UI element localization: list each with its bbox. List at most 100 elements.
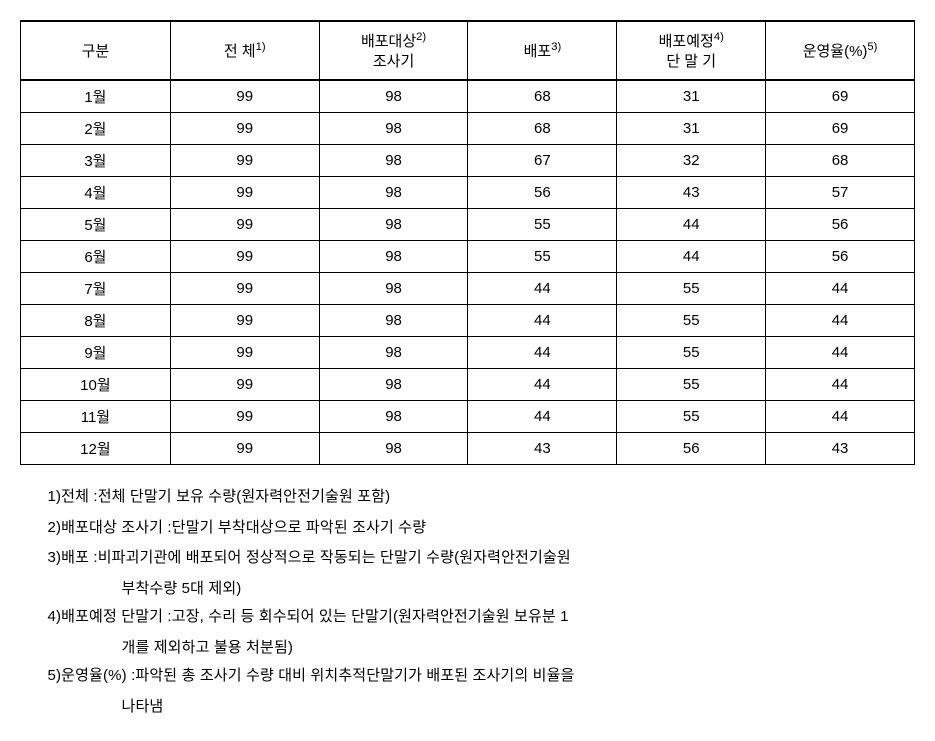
table-cell: 12월 xyxy=(21,433,171,465)
table-row: 4월9998564357 xyxy=(21,177,915,209)
table-cell: 31 xyxy=(617,113,766,145)
footnote-5-cont: 나타냄 xyxy=(122,693,888,722)
table-cell: 6월 xyxy=(21,241,171,273)
table-cell: 99 xyxy=(170,369,319,401)
table-cell: 99 xyxy=(170,401,319,433)
table-cell: 44 xyxy=(766,305,915,337)
table-row: 5월9998554456 xyxy=(21,209,915,241)
table-cell: 99 xyxy=(170,273,319,305)
table-row: 3월9998673268 xyxy=(21,145,915,177)
table-cell: 56 xyxy=(617,433,766,465)
table-cell: 98 xyxy=(319,177,468,209)
footnote-4: 4)배포예정 단말기 : 고장, 수리 등 회수되어 있는 단말기(원자력안전기… xyxy=(48,603,888,632)
footnote-label: 5)운영율(%) : xyxy=(48,662,136,691)
table-cell: 99 xyxy=(170,145,319,177)
table-row: 6월9998554456 xyxy=(21,241,915,273)
table-cell: 44 xyxy=(468,369,617,401)
table-cell: 44 xyxy=(766,369,915,401)
table-row: 9월9998445544 xyxy=(21,337,915,369)
table-cell: 44 xyxy=(468,337,617,369)
col-header-total: 전 체1) xyxy=(170,21,319,80)
table-cell: 8월 xyxy=(21,305,171,337)
footnote-body: 고장, 수리 등 회수되어 있는 단말기(원자력안전기술원 보유분 1 xyxy=(172,603,888,632)
table-header-row: 구분 전 체1) 배포대상2) 조사기 배포3) 배포예정4) 단 말 기 운영… xyxy=(21,21,915,80)
table-cell: 57 xyxy=(766,177,915,209)
table-cell: 98 xyxy=(319,401,468,433)
table-cell: 32 xyxy=(617,145,766,177)
table-cell: 44 xyxy=(617,241,766,273)
table-cell: 99 xyxy=(170,177,319,209)
table-row: 10월9998445544 xyxy=(21,369,915,401)
footnote-body: 전체 단말기 보유 수량(원자력안전기술원 포함) xyxy=(98,483,888,512)
table-cell: 69 xyxy=(766,80,915,113)
table-cell: 99 xyxy=(170,433,319,465)
table-cell: 4월 xyxy=(21,177,171,209)
col-header-gubun: 구분 xyxy=(21,21,171,80)
footnote-label: 1)전체 : xyxy=(48,483,98,512)
table-cell: 55 xyxy=(617,401,766,433)
footnote-5: 5)운영율(%) : 파악된 총 조사기 수량 대비 위치추적단말기가 배포된 … xyxy=(48,662,888,691)
footnote-3-cont: 부착수량 5대 제외) xyxy=(122,575,888,604)
table-cell: 69 xyxy=(766,113,915,145)
table-row: 2월9998683169 xyxy=(21,113,915,145)
footnotes: 1)전체 : 전체 단말기 보유 수량(원자력안전기술원 포함) 2)배포대상 … xyxy=(48,483,888,721)
table-cell: 98 xyxy=(319,113,468,145)
table-cell: 55 xyxy=(468,209,617,241)
table-cell: 55 xyxy=(617,305,766,337)
table-cell: 98 xyxy=(319,145,468,177)
table-body: 1월99986831692월99986831693월99986732684월99… xyxy=(21,80,915,465)
table-cell: 44 xyxy=(617,209,766,241)
table-cell: 56 xyxy=(766,241,915,273)
table-cell: 99 xyxy=(170,80,319,113)
table-cell: 67 xyxy=(468,145,617,177)
table-cell: 44 xyxy=(766,337,915,369)
footnote-2: 2)배포대상 조사기 : 단말기 부착대상으로 파악된 조사기 수량 xyxy=(48,514,888,543)
table-cell: 44 xyxy=(468,273,617,305)
col-header-scheduled: 배포예정4) 단 말 기 xyxy=(617,21,766,80)
table-cell: 99 xyxy=(170,113,319,145)
table-cell: 7월 xyxy=(21,273,171,305)
table-cell: 98 xyxy=(319,209,468,241)
table-cell: 98 xyxy=(319,80,468,113)
col-header-target: 배포대상2) 조사기 xyxy=(319,21,468,80)
table-cell: 44 xyxy=(766,401,915,433)
table-cell: 68 xyxy=(766,145,915,177)
footnote-4-cont: 개를 제외하고 불용 처분됨) xyxy=(122,634,888,663)
col-header-distributed: 배포3) xyxy=(468,21,617,80)
table-cell: 99 xyxy=(170,209,319,241)
table-cell: 1월 xyxy=(21,80,171,113)
table-row: 11월9998445544 xyxy=(21,401,915,433)
table-cell: 98 xyxy=(319,241,468,273)
table-cell: 98 xyxy=(319,273,468,305)
table-cell: 68 xyxy=(468,80,617,113)
footnote-1: 1)전체 : 전체 단말기 보유 수량(원자력안전기술원 포함) xyxy=(48,483,888,512)
table-cell: 98 xyxy=(319,305,468,337)
table-cell: 9월 xyxy=(21,337,171,369)
table-cell: 55 xyxy=(468,241,617,273)
footnote-label: 2)배포대상 조사기 : xyxy=(48,514,172,543)
table-cell: 98 xyxy=(319,369,468,401)
table-cell: 43 xyxy=(468,433,617,465)
col-header-rate: 운영율(%)5) xyxy=(766,21,915,80)
table-cell: 2월 xyxy=(21,113,171,145)
table-cell: 43 xyxy=(766,433,915,465)
table-row: 7월9998445544 xyxy=(21,273,915,305)
table-cell: 55 xyxy=(617,273,766,305)
data-table: 구분 전 체1) 배포대상2) 조사기 배포3) 배포예정4) 단 말 기 운영… xyxy=(20,20,915,465)
table-cell: 44 xyxy=(468,305,617,337)
table-cell: 99 xyxy=(170,241,319,273)
table-cell: 99 xyxy=(170,337,319,369)
table-cell: 43 xyxy=(617,177,766,209)
footnote-label: 4)배포예정 단말기 : xyxy=(48,603,172,632)
table-row: 8월9998445544 xyxy=(21,305,915,337)
footnote-label: 3)배포 : xyxy=(48,544,98,573)
table-cell: 56 xyxy=(468,177,617,209)
footnote-3: 3)배포 : 비파괴기관에 배포되어 정상적으로 작동되는 단말기 수량(원자력… xyxy=(48,544,888,573)
table-cell: 99 xyxy=(170,305,319,337)
table-cell: 3월 xyxy=(21,145,171,177)
table-cell: 44 xyxy=(468,401,617,433)
table-cell: 68 xyxy=(468,113,617,145)
table-cell: 55 xyxy=(617,337,766,369)
table-cell: 55 xyxy=(617,369,766,401)
footnote-body: 단말기 부착대상으로 파악된 조사기 수량 xyxy=(172,514,888,543)
